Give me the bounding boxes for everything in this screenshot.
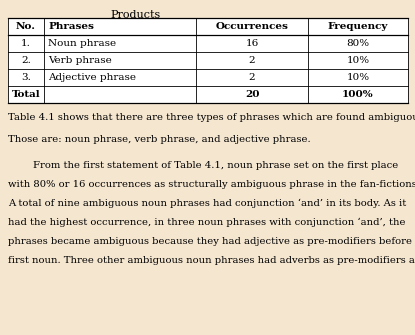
Text: first noun. Three other ambiguous noun phrases had adverbs as pre-modifiers and: first noun. Three other ambiguous noun p… xyxy=(8,256,415,265)
Text: 100%: 100% xyxy=(342,90,374,99)
Text: had the highest occurrence, in three noun phrases with conjunction ‘and’, the: had the highest occurrence, in three nou… xyxy=(8,218,405,227)
Text: Those are: noun phrase, verb phrase, and adjective phrase.: Those are: noun phrase, verb phrase, and… xyxy=(8,135,310,144)
Text: 10%: 10% xyxy=(347,56,370,65)
Text: Verb phrase: Verb phrase xyxy=(48,56,112,65)
Bar xyxy=(8,52,408,69)
Text: Phrases: Phrases xyxy=(48,22,94,31)
Bar xyxy=(8,86,408,103)
Text: 80%: 80% xyxy=(347,39,370,48)
Text: Products: Products xyxy=(111,10,161,20)
Bar xyxy=(8,18,408,35)
Text: Total: Total xyxy=(12,90,41,99)
Text: Occurrences: Occurrences xyxy=(215,22,288,31)
Text: 20: 20 xyxy=(245,90,259,99)
Bar xyxy=(8,69,408,86)
Text: Adjective phrase: Adjective phrase xyxy=(48,73,136,82)
Text: No.: No. xyxy=(16,22,36,31)
Text: 10%: 10% xyxy=(347,73,370,82)
Text: 2.: 2. xyxy=(21,56,31,65)
Text: 16: 16 xyxy=(245,39,259,48)
Text: 2: 2 xyxy=(249,73,255,82)
Text: 2: 2 xyxy=(249,56,255,65)
Text: with 80% or 16 occurrences as structurally ambiguous phrase in the fan-fictions.: with 80% or 16 occurrences as structural… xyxy=(8,180,415,189)
Text: From the first statement of Table 4.1, noun phrase set on the first place: From the first statement of Table 4.1, n… xyxy=(8,161,398,170)
Text: 3.: 3. xyxy=(21,73,31,82)
Text: phrases became ambiguous because they had adjective as pre-modifiers before the: phrases became ambiguous because they ha… xyxy=(8,237,415,246)
Text: Noun phrase: Noun phrase xyxy=(48,39,116,48)
Text: 1.: 1. xyxy=(21,39,31,48)
Text: Frequency: Frequency xyxy=(328,22,388,31)
Bar xyxy=(8,35,408,52)
Text: Table 4.1 shows that there are three types of phrases which are found ambiguous.: Table 4.1 shows that there are three typ… xyxy=(8,113,415,122)
Text: A total of nine ambiguous noun phrases had conjunction ‘and’ in its body. As it: A total of nine ambiguous noun phrases h… xyxy=(8,199,406,208)
